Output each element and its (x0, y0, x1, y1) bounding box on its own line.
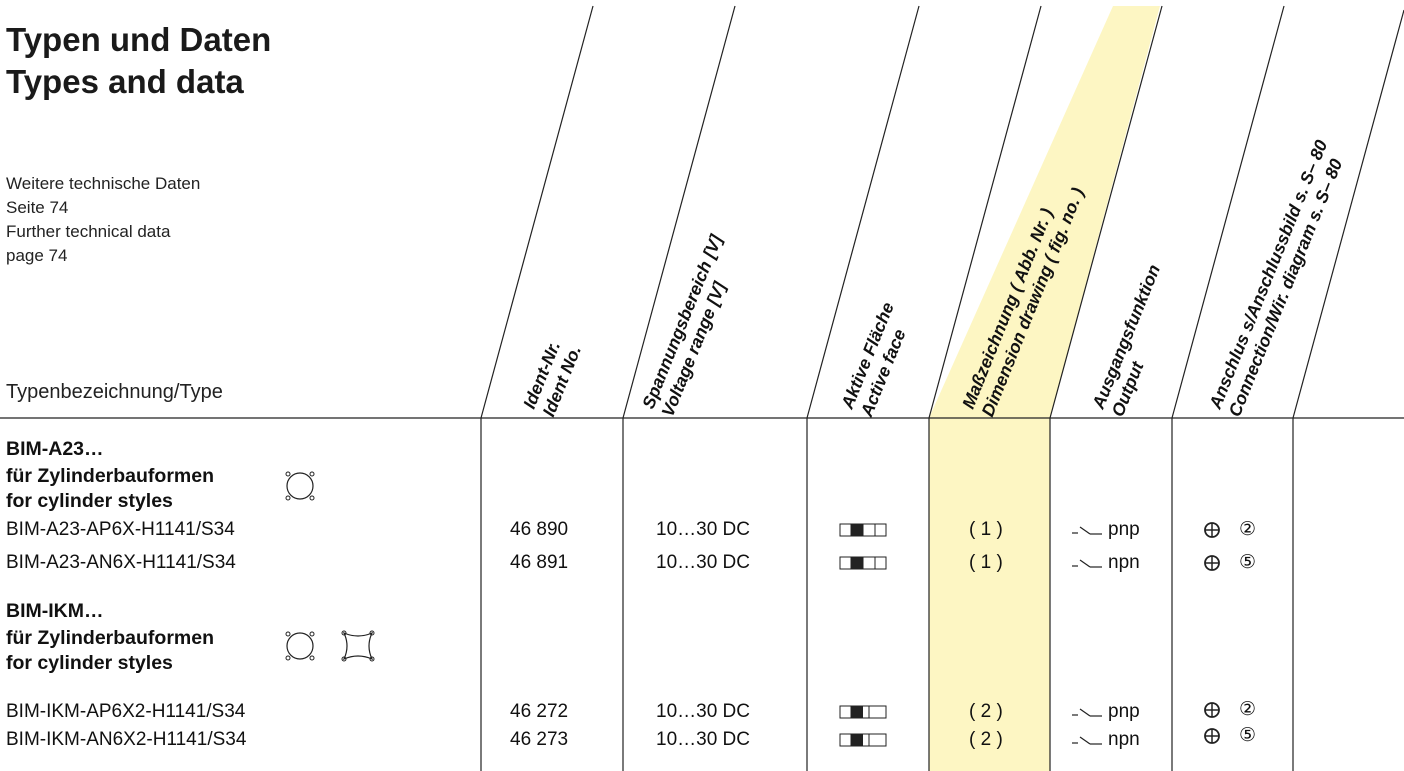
output-cell: pnp (1072, 518, 1140, 541)
active-face-icon (839, 705, 887, 719)
note-line: Further technical data (6, 222, 171, 241)
connection-cell: ② (1203, 518, 1256, 541)
wiring-diagram-number: ② (1239, 699, 1257, 721)
table-row-type: BIM-IKM-AN6X2-H1141/S34 (6, 729, 247, 750)
cylinder-round-icon (285, 631, 315, 661)
normally-open-switch-icon (1072, 559, 1102, 568)
note-line: page 74 (6, 246, 68, 265)
type-column-label: Typenbezeichnung/Type (6, 381, 223, 403)
note-line: Seite 74 (6, 198, 69, 217)
wiring-diagram-number: ⑤ (1239, 725, 1257, 747)
voltage-cell: 10…30 DC (656, 519, 750, 540)
drawing-cell: ( 2 ) (969, 729, 1003, 750)
plug-connector-icon (1204, 728, 1220, 744)
voltage-cell: 10…30 DC (656, 701, 750, 722)
table-row-type: BIM-A23-AP6X-H1141/S34 (6, 519, 235, 540)
ident-cell: 46 272 (510, 701, 569, 722)
active-face-icon (839, 523, 887, 537)
output-cell: pnp (1072, 700, 1140, 723)
normally-open-switch-icon (1072, 736, 1102, 745)
voltage-cell: 10…30 DC (656, 552, 750, 573)
group-subtitle-de: für Zylinderbauformen (6, 465, 215, 487)
group-subtitle-de: für Zylinderbauformen (6, 627, 215, 649)
connection-cell: ⑤ (1203, 724, 1256, 747)
group-subtitle-en: for cylinder styles (6, 490, 173, 512)
ident-cell: 46 891 (510, 552, 569, 573)
group-title: BIM-IKM… (6, 600, 104, 622)
drawing-cell: ( 2 ) (969, 701, 1003, 722)
group-title: BIM-A23… (6, 438, 104, 460)
voltage-cell: 10…30 DC (656, 729, 750, 750)
output-cell: npn (1072, 551, 1140, 574)
ident-cell: 46 890 (510, 519, 569, 540)
normally-open-switch-icon (1072, 708, 1102, 717)
plug-connector-icon (1204, 555, 1220, 571)
wiring-diagram-number: ② (1239, 519, 1257, 541)
group-subtitle-en: for cylinder styles (6, 652, 173, 674)
ident-cell: 46 273 (510, 729, 569, 750)
table-row-type: BIM-IKM-AP6X2-H1141/S34 (6, 701, 246, 722)
normally-open-switch-icon (1072, 526, 1102, 535)
cylinder-round-icon (285, 471, 315, 501)
wiring-diagram-number: ⑤ (1239, 552, 1257, 574)
drawing-cell: ( 1 ) (969, 552, 1003, 573)
page-title-de: Typen und Daten (6, 21, 272, 58)
drawing-cell: ( 1 ) (969, 519, 1003, 540)
output-cell: npn (1072, 728, 1140, 751)
active-face-icon (839, 556, 887, 570)
plug-connector-icon (1204, 702, 1220, 718)
note-line: Weitere technische Daten (6, 174, 201, 193)
cylinder-profile-icon (341, 630, 375, 662)
table-row-type: BIM-A23-AN6X-H1141/S34 (6, 552, 236, 573)
column-dividers (480, 5, 1404, 771)
plug-connector-icon (1204, 522, 1220, 538)
page-title-en: Types and data (6, 63, 244, 100)
highlight-column (929, 6, 1160, 771)
connection-cell: ② (1203, 698, 1256, 721)
connection-cell: ⑤ (1203, 551, 1256, 574)
active-face-icon (839, 733, 887, 747)
